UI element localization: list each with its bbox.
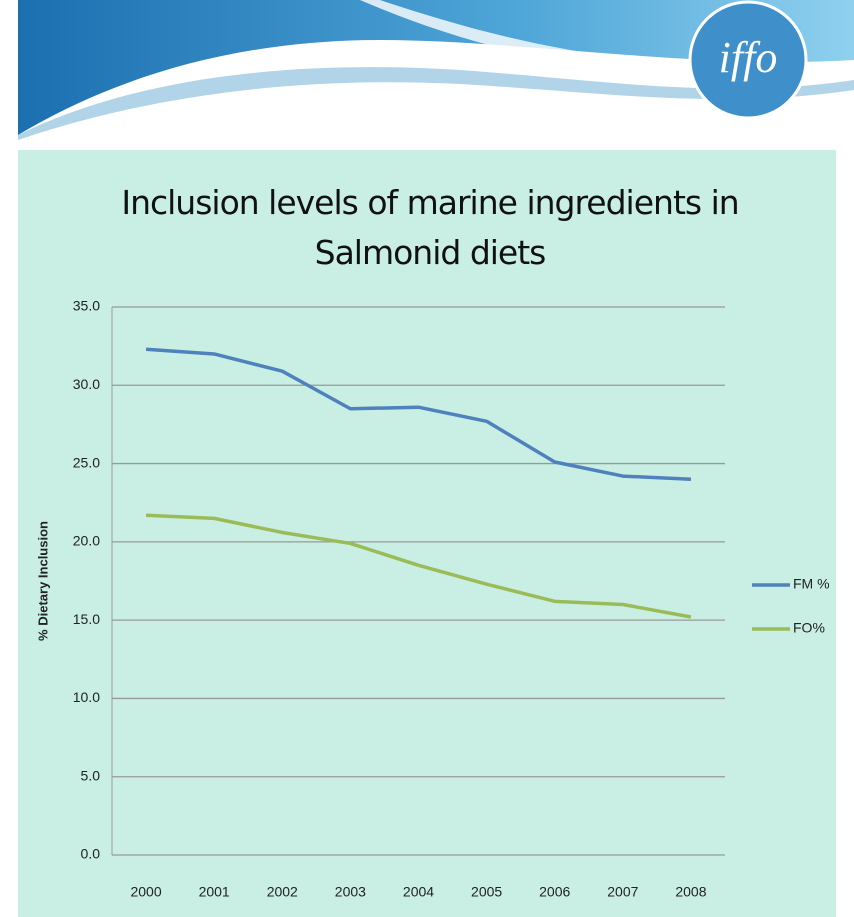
y-tick-label: 0.0	[81, 846, 101, 862]
x-tick-label: 2007	[607, 884, 638, 900]
y-tick-label: 30.0	[73, 376, 100, 392]
chart-background	[18, 150, 836, 917]
x-tick-label: 2008	[675, 884, 706, 900]
series-line	[145, 347, 692, 481]
x-tick-label: 2001	[199, 884, 230, 900]
logo-badge	[688, 0, 808, 120]
y-tick-label: 5.0	[81, 767, 101, 783]
y-axis-label: % Dietary Inclusion	[35, 521, 50, 641]
y-tick-label: 10.0	[73, 689, 100, 705]
x-tick-label: 2004	[403, 884, 434, 900]
y-tick-label: 20.0	[73, 533, 100, 549]
x-tick-label: 2005	[471, 884, 502, 900]
legend-label: FM %	[793, 576, 830, 592]
y-tick-label: 15.0	[73, 611, 100, 627]
x-tick-label: 2002	[267, 884, 298, 900]
legend-label: FO%	[793, 620, 825, 636]
y-tick-label: 35.0	[73, 298, 100, 314]
series-line	[145, 513, 692, 619]
logo-text: iffo	[719, 33, 778, 82]
chart-title: Inclusion levels of marine ingredients i…	[121, 183, 739, 272]
header-wave	[18, 0, 854, 135]
x-tick-label: 2003	[335, 884, 366, 900]
x-tick-label: 2000	[130, 884, 161, 900]
y-tick-label: 25.0	[73, 454, 100, 470]
header-swoosh	[18, 67, 854, 140]
x-tick-label: 2006	[539, 884, 570, 900]
